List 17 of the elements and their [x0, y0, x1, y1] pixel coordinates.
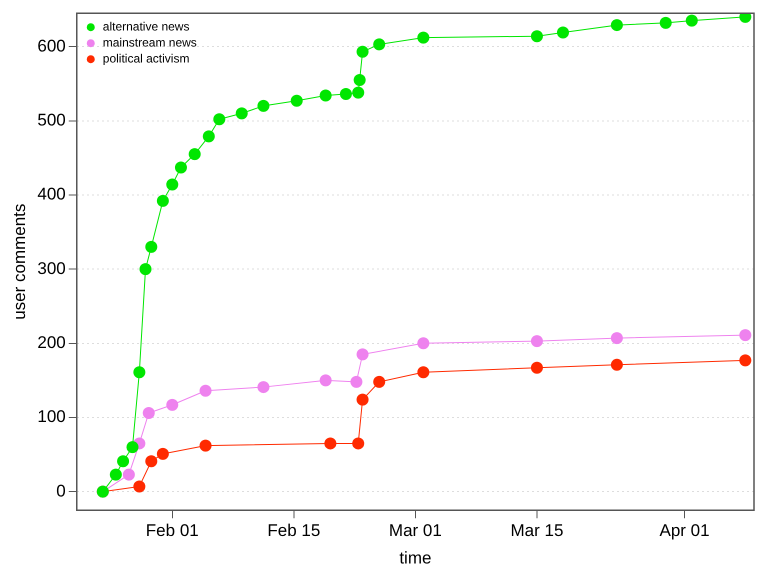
x-tick-label: Apr 01 [659, 521, 710, 540]
y-tick-label: 0 [56, 481, 66, 500]
legend-label: alternative news [102, 20, 190, 34]
y-tick-label: 500 [37, 110, 66, 130]
legend-label: mainstream news [102, 36, 197, 50]
legend-label: political activism [102, 52, 190, 66]
y-tick-label: 600 [37, 36, 66, 56]
y-axis-title: user comments [10, 204, 29, 320]
x-tick-label: Feb 01 [146, 521, 199, 540]
y-tick-label: 300 [37, 258, 66, 278]
y-tick-label: 400 [37, 184, 66, 204]
x-axis-title: time [399, 548, 432, 568]
y-tick-label: 100 [37, 407, 66, 426]
x-tick-label: Mar 01 [388, 521, 442, 540]
x-tick-label: Feb 15 [267, 521, 320, 540]
x-tick-label: Mar 15 [510, 521, 564, 540]
y-tick-label: 200 [37, 332, 66, 352]
